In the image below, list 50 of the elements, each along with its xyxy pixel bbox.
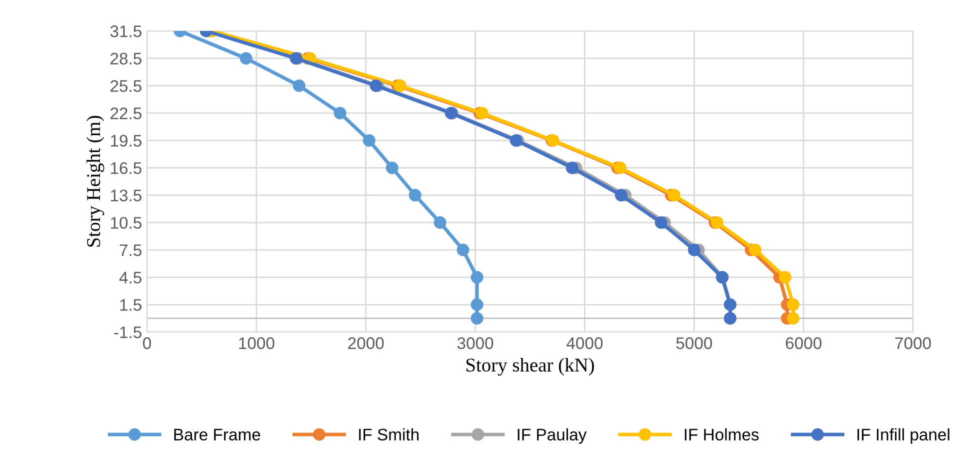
point <box>240 52 252 65</box>
legend-label: IF Holmes <box>684 428 759 441</box>
point <box>470 312 484 325</box>
point <box>334 106 346 120</box>
point <box>748 244 762 256</box>
y-tick-label: 10.5 <box>110 216 142 229</box>
point <box>476 106 488 120</box>
point <box>408 188 422 202</box>
y-tick-label: 16.5 <box>110 162 142 174</box>
legend-label: IF Infill panel <box>857 428 950 444</box>
legend-label: IF Paulay <box>518 428 587 444</box>
y-tick-label: 4.5 <box>119 272 142 284</box>
x-tick-label: 0 <box>143 337 151 350</box>
x-tick-label: 2000 <box>348 337 384 350</box>
point <box>614 162 626 174</box>
y-axis-title: Story Height (m) <box>86 116 104 247</box>
x-tick-label: 1000 <box>239 337 274 350</box>
point <box>668 188 680 202</box>
x-axis-title: Story shear (kN) <box>466 358 594 376</box>
x-tick-label: 7000 <box>895 337 931 350</box>
point <box>434 216 446 229</box>
point <box>386 162 398 174</box>
y-tick-label: 13.5 <box>110 190 142 202</box>
y-tick-label: -1.5 <box>114 326 142 338</box>
x-tick-label: 6000 <box>786 337 822 350</box>
point <box>470 298 484 311</box>
point <box>456 244 470 256</box>
y-tick-label: 22.5 <box>110 107 142 120</box>
y-tick-label: 19.5 <box>110 134 142 147</box>
x-tick-label: 4000 <box>566 337 603 350</box>
y-tick-label: 28.5 <box>110 52 142 65</box>
point <box>778 271 792 284</box>
point <box>688 244 700 256</box>
x-tick-label: 5000 <box>676 337 712 350</box>
y-tick-label: 25.5 <box>110 80 142 92</box>
point <box>362 134 376 147</box>
point <box>786 312 800 325</box>
point <box>566 162 578 174</box>
point <box>786 298 800 311</box>
point <box>614 188 628 202</box>
y-tick-label: 31.5 <box>110 25 142 38</box>
y-tick-label: 7.5 <box>120 244 142 256</box>
point <box>470 271 484 284</box>
y-tick-label: 1.5 <box>120 299 142 311</box>
point <box>394 79 406 92</box>
x-tick-label: 3000 <box>457 337 494 350</box>
point <box>292 79 306 92</box>
point <box>654 216 668 229</box>
legend-label: Bare Frame <box>174 428 260 441</box>
legend-label: IF Smith <box>359 428 419 441</box>
